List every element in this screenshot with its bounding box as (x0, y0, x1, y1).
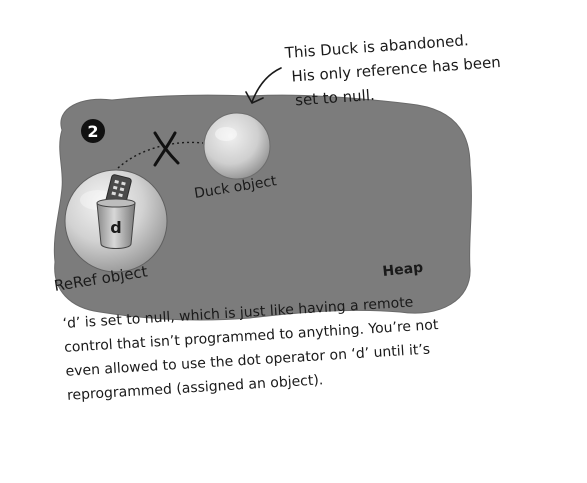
step-badge (81, 119, 105, 143)
heap-area (53, 94, 472, 321)
annotation-arrow-head (245, 91, 264, 104)
annotation-text: This Duck is abandoned. His only referen… (283, 31, 501, 110)
broken-reference-line (117, 141, 204, 169)
duck-sphere-highlight (215, 127, 237, 141)
reference-variable-label: d (110, 218, 121, 237)
annotation-arrow (251, 67, 282, 103)
cross-mark-icon (153, 131, 180, 167)
annotation-line-3: set to null. (295, 86, 376, 110)
step-badge-number: 2 (87, 122, 98, 141)
duck-object-sphere (203, 112, 271, 180)
cup-icon (96, 198, 136, 249)
heap-label: Heap (382, 260, 424, 280)
